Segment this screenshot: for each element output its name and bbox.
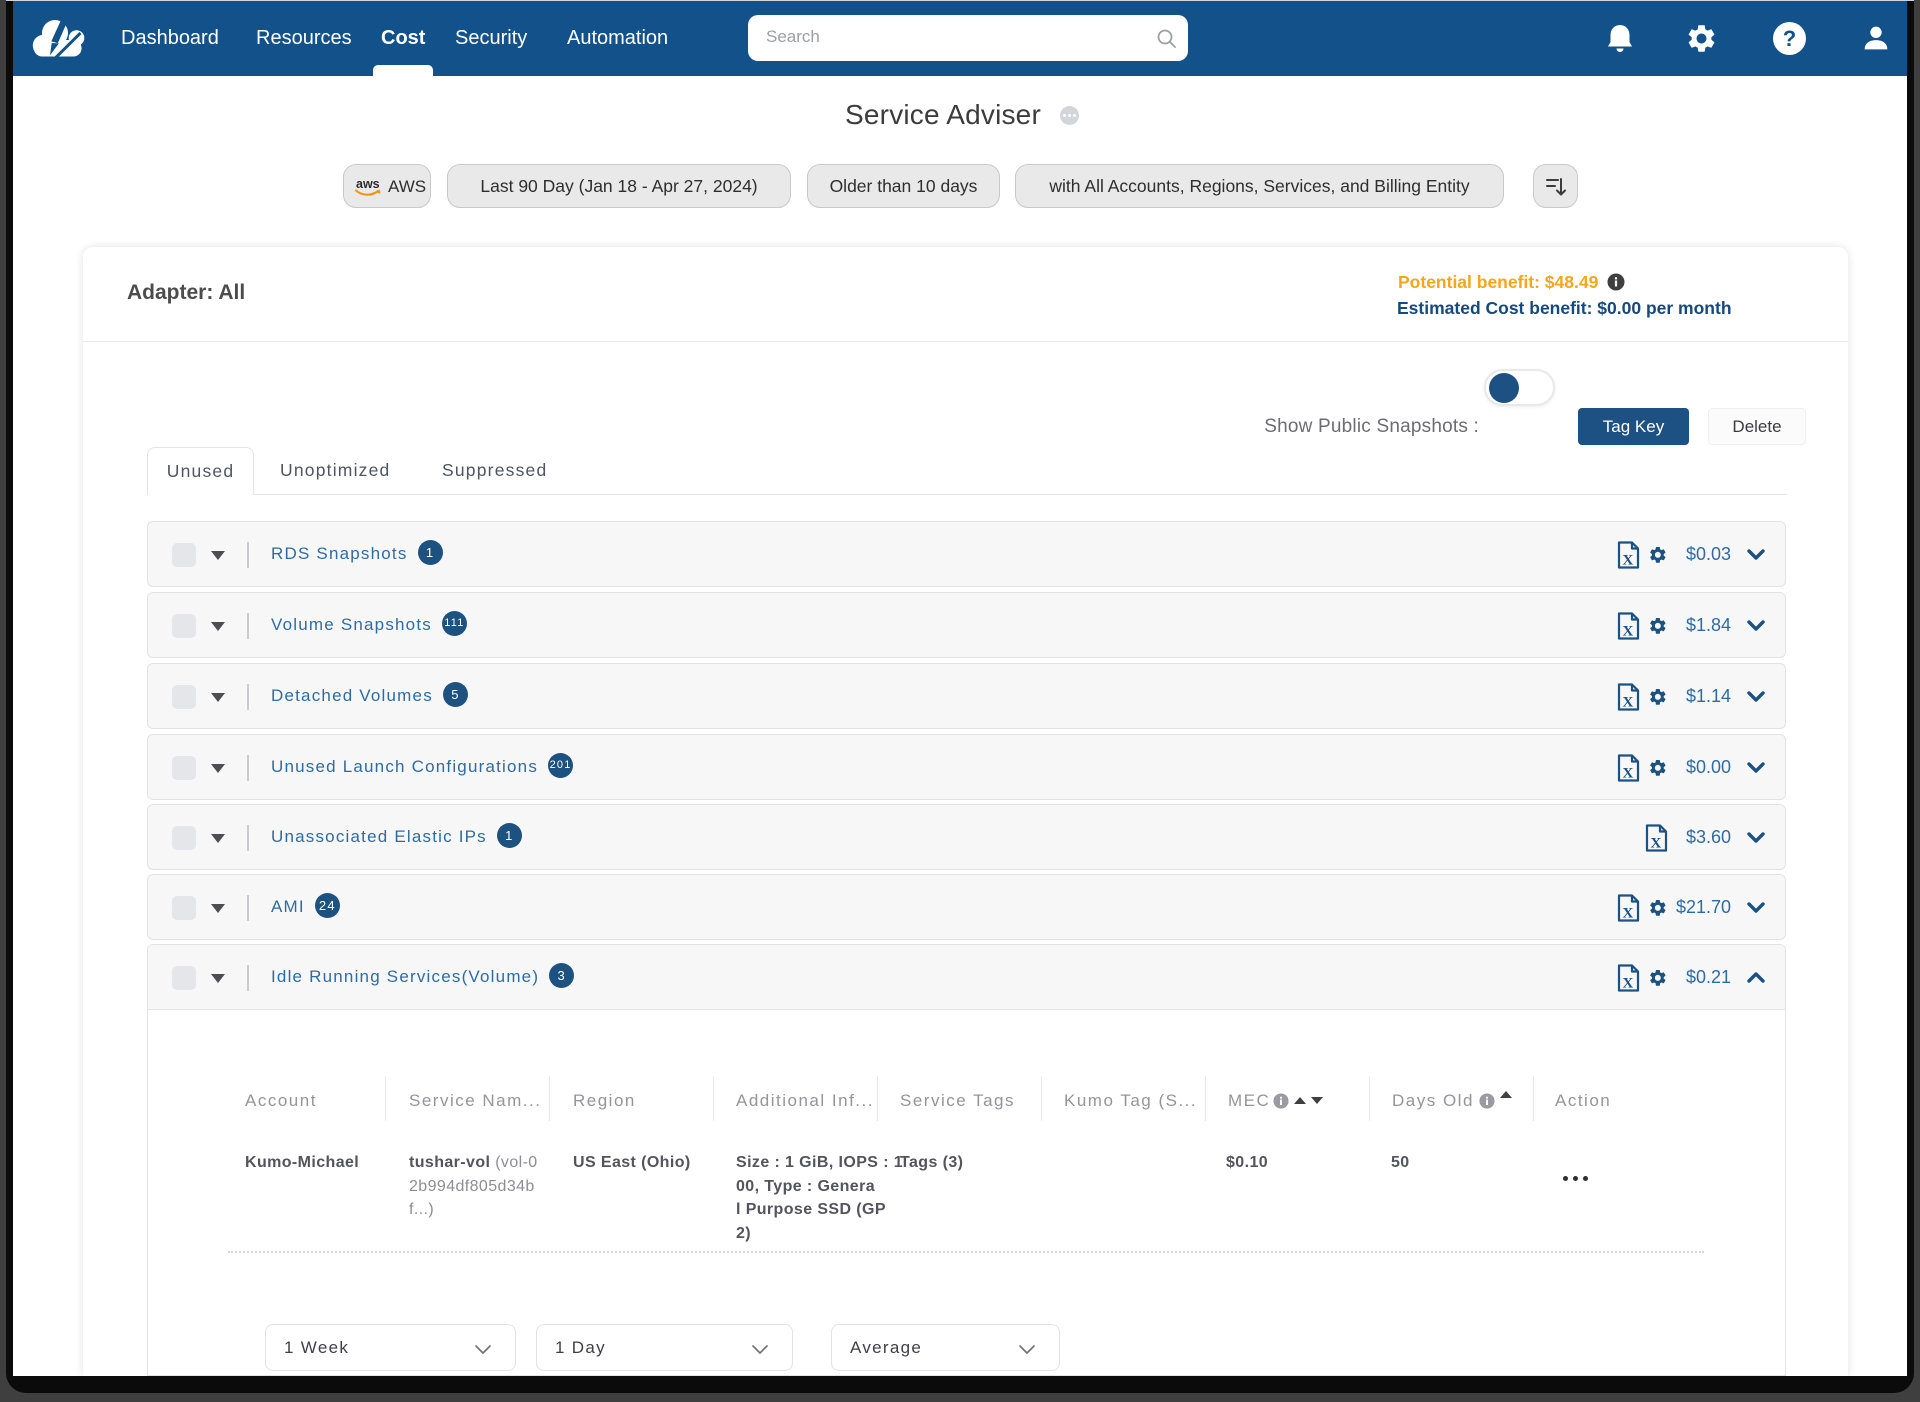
svg-text:aws: aws bbox=[356, 177, 380, 191]
